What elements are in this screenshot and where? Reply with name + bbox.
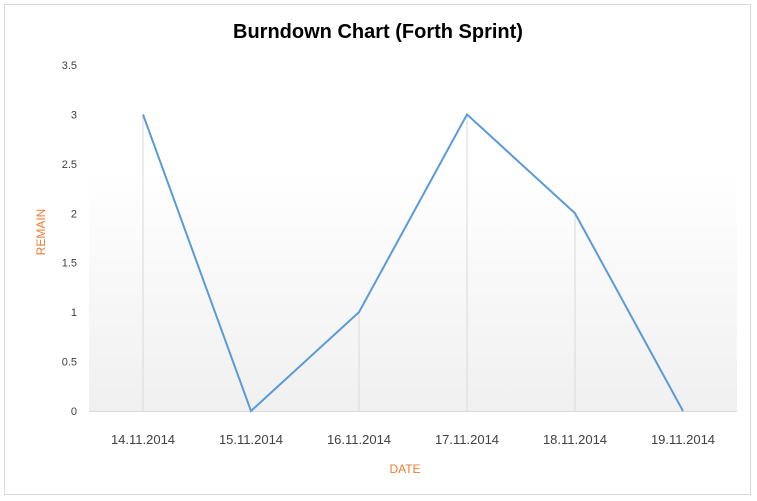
y-tick-label: 0 xyxy=(71,406,77,418)
y-tick-label: 0.5 xyxy=(62,357,77,369)
y-tick-label: 2.5 xyxy=(62,159,77,171)
y-tick-label: 3 xyxy=(71,109,77,121)
plot-area xyxy=(89,65,737,411)
chart-title: Burndown Chart (Forth Sprint) xyxy=(233,21,523,43)
y-tick-label: 3.5 xyxy=(62,60,77,72)
y-tick-label: 1.5 xyxy=(62,258,77,270)
x-tick-label: 19.11.2014 xyxy=(651,432,715,447)
x-axis-ticks: 14.11.2014 15.11.2014 16.11.2014 17.11.2014… xyxy=(111,432,715,447)
x-tick-label: 14.11.2014 xyxy=(111,432,175,447)
x-tick-label: 15.11.2014 xyxy=(219,432,283,447)
y-axis-label: REMAIN xyxy=(34,209,48,256)
y-axis-ticks: 0 0.5 1 1.5 2 2.5 3 3.5 xyxy=(62,60,77,418)
x-tick-label: 17.11.2014 xyxy=(435,432,499,447)
y-tick-label: 1 xyxy=(71,307,77,319)
y-tick-label: 2 xyxy=(71,208,77,220)
drop-lines xyxy=(142,114,576,411)
x-tick-label: 18.11.2014 xyxy=(543,432,607,447)
x-tick-label: 16.11.2014 xyxy=(327,432,391,447)
series-line xyxy=(142,112,684,413)
x-axis-label: DATE xyxy=(389,462,420,476)
